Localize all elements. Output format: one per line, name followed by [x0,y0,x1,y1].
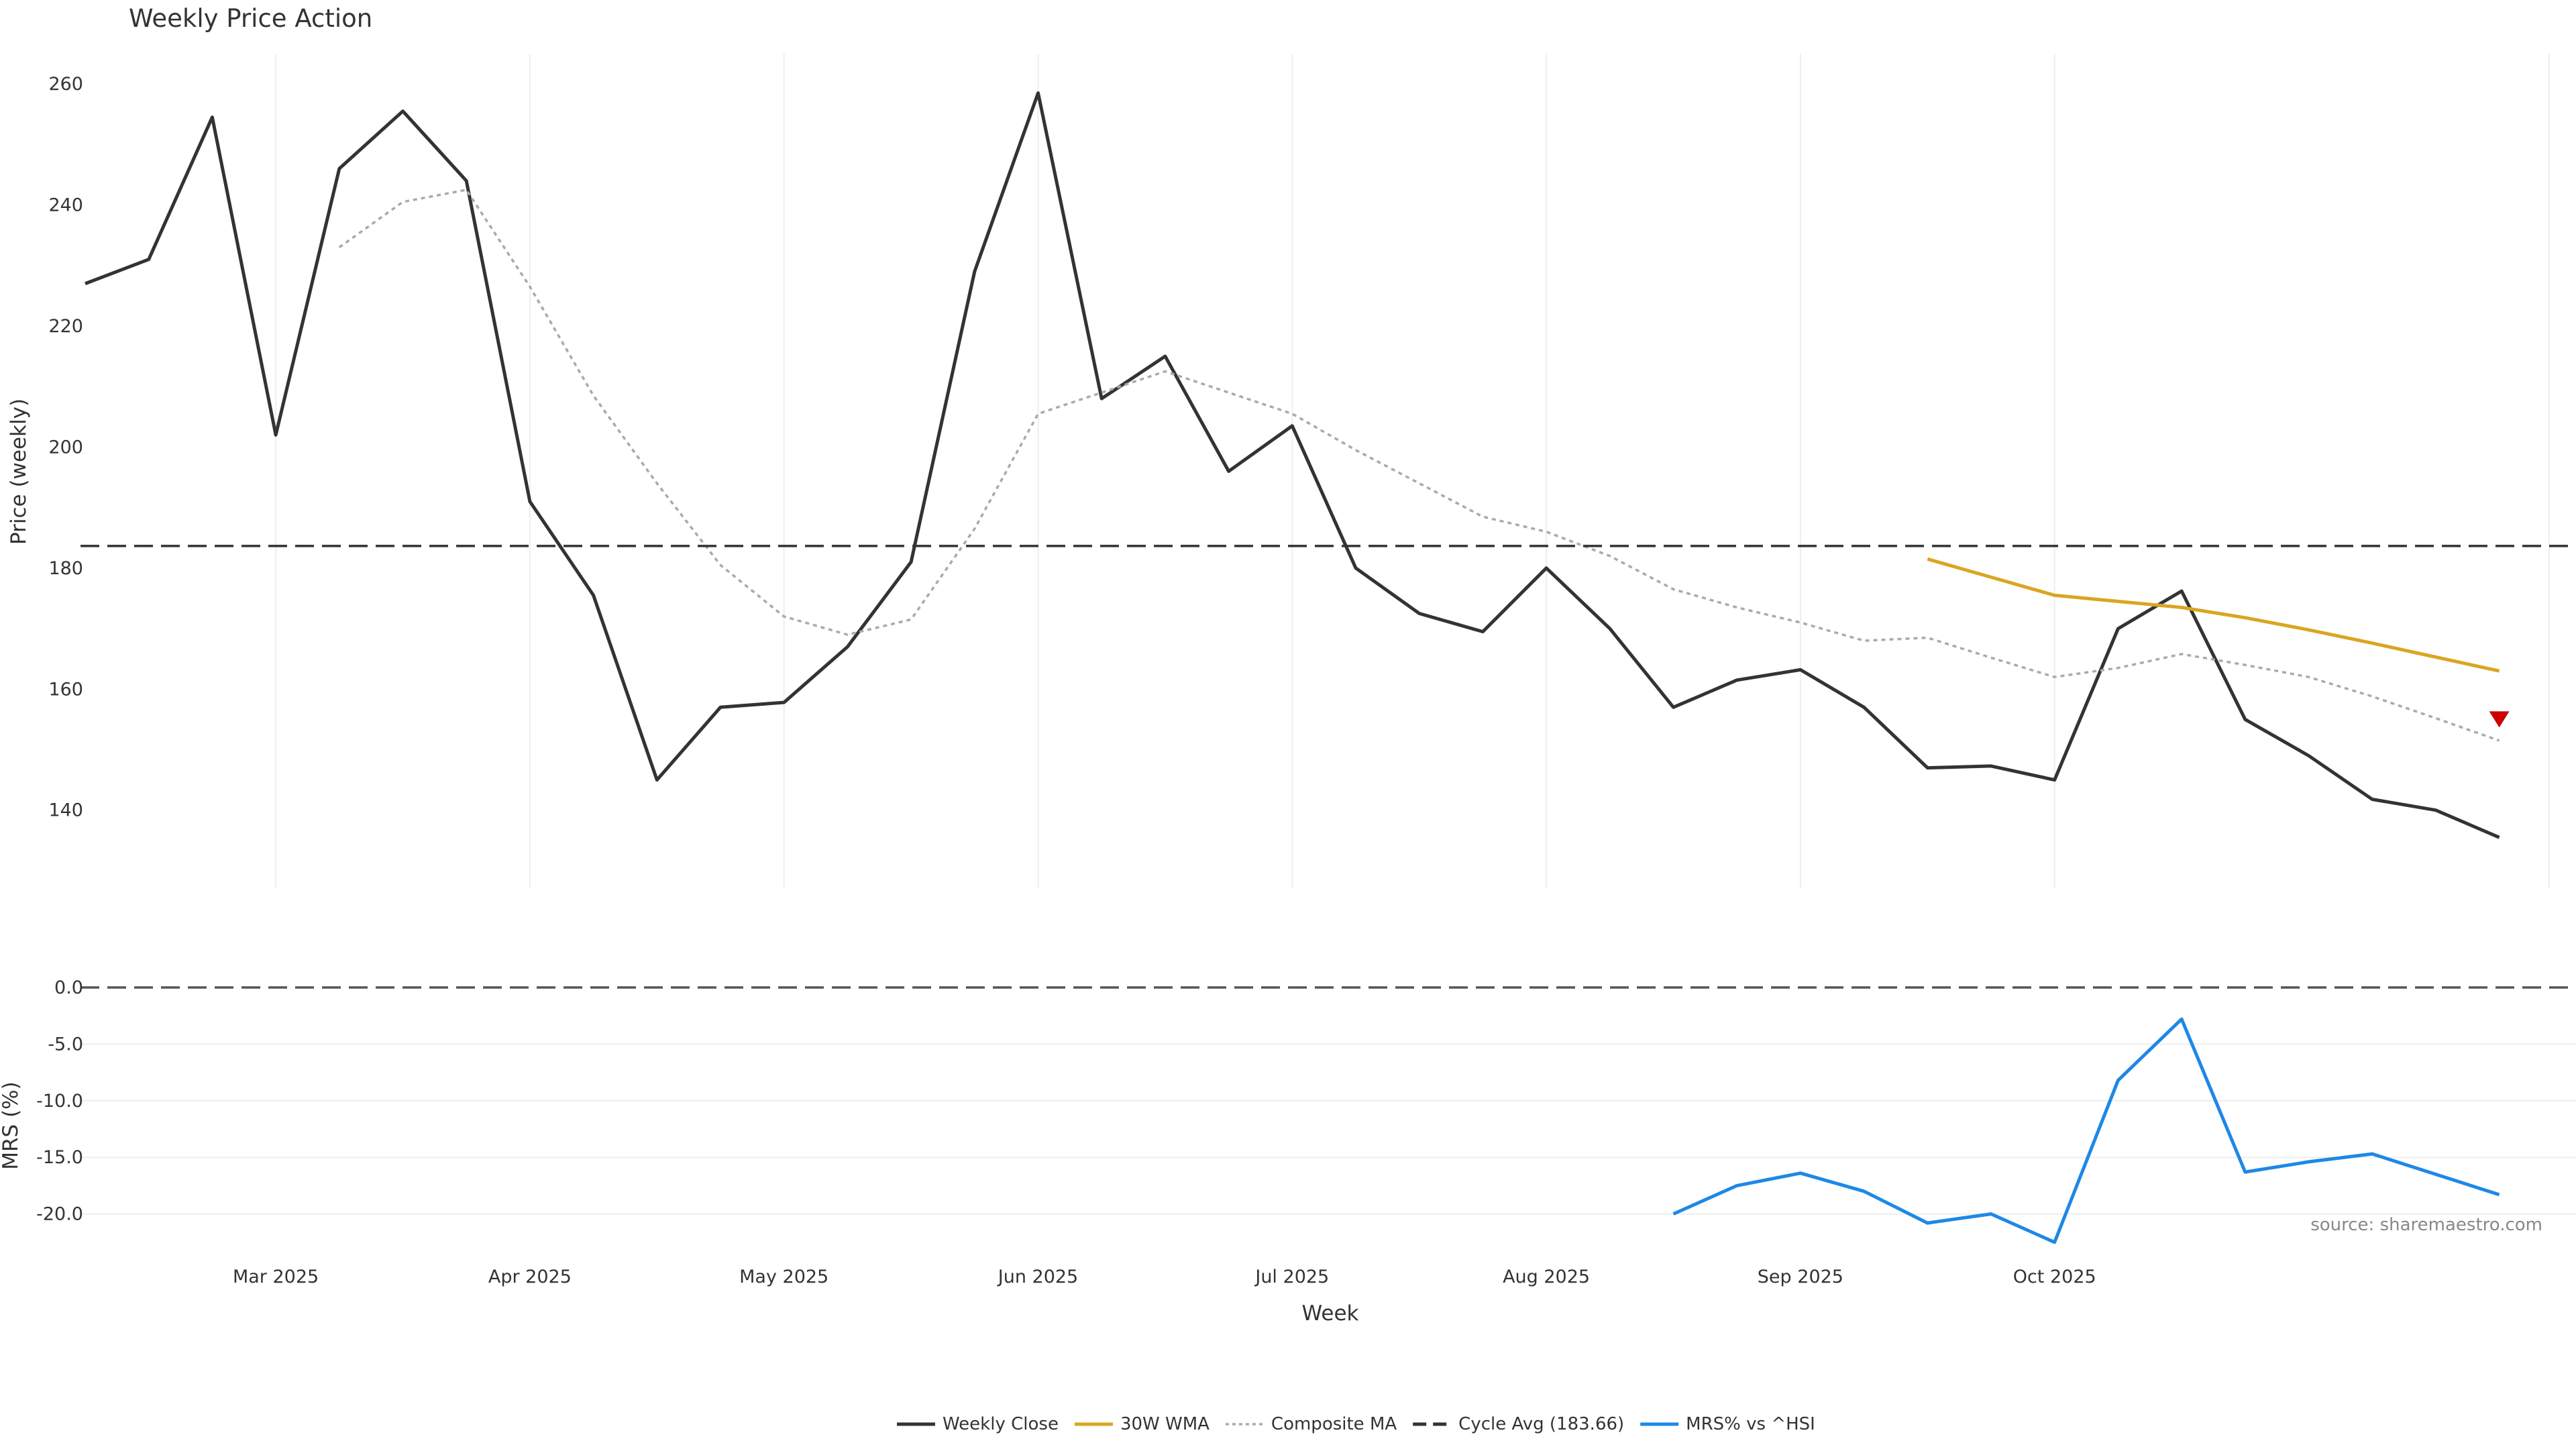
price-y-tick-label: 180 [48,558,83,579]
mrs-grid [80,1043,2576,1215]
legend-label-composite-ma: Composite MA [1271,1414,1397,1434]
legend-label-30w-wma: 30W WMA [1120,1414,1210,1434]
price-y-tick-label: 140 [48,800,83,821]
x-tick-label: Sep 2025 [1758,1267,1843,1287]
price-y-tick-label: 160 [48,679,83,700]
legend: Weekly Close 30W WMA Composite MA Cycle Avg… [897,1414,1815,1434]
mrs-y-tick-label: -10.0 [36,1091,83,1112]
x-tick-label: Apr 2025 [488,1267,572,1287]
weekly-close-line [85,91,2500,839]
x-tick-label: May 2025 [739,1267,828,1287]
x-tick-label: Aug 2025 [1503,1267,1590,1287]
price-y-ticks: 140 160 180 200 220 240 260 [48,74,83,821]
mrs-y-tick-label: -15.0 [36,1147,83,1168]
legend-label-weekly-close: Weekly Close [943,1414,1059,1434]
chart-title: Weekly Price Action [129,4,372,33]
mrs-y-tick-label: 0.0 [54,977,83,998]
price-y-axis-label: Price (weekly) [7,398,31,545]
mrs-vs-hsi-line [1672,1017,2500,1244]
x-axis-label: Week [1302,1301,1359,1326]
composite-ma-line [338,189,2500,742]
mrs-y-axis-label: MRS (%) [0,1081,23,1169]
price-y-tick-label: 240 [48,195,83,216]
x-tick-label: Jun 2025 [997,1267,1078,1287]
legend-label-cycle-avg-183-66: Cycle Avg (183.66) [1458,1414,1624,1434]
x-ticks: Mar 2025 Apr 2025 May 2025 Jun 2025 Jul 2025… [233,1267,2096,1287]
x-tick-label: Jul 2025 [1254,1267,1329,1287]
mrs-y-tick-label: -5.0 [48,1034,83,1055]
mrs-y-tick-label: -20.0 [36,1204,83,1225]
price-grid [275,54,2550,889]
mrs-y-ticks: 0.0 -5.0 -10.0 -15.0 -20.0 [36,977,83,1225]
legend-label-mrs-vs-hsi: MRS% vs ^HSI [1686,1414,1815,1434]
x-tick-label: Oct 2025 [2013,1267,2096,1287]
price-y-tick-label: 200 [48,437,83,458]
30w-wma-line [1927,557,2500,673]
price-y-tick-label: 220 [48,316,83,337]
x-tick-label: Mar 2025 [233,1267,319,1287]
price-y-tick-label: 260 [48,74,83,95]
mrs-series [80,986,2576,1244]
sell-signal-marker [2489,711,2510,728]
source-attribution: source: sharemaestro.com [2310,1215,2542,1235]
price-series [80,91,2576,839]
